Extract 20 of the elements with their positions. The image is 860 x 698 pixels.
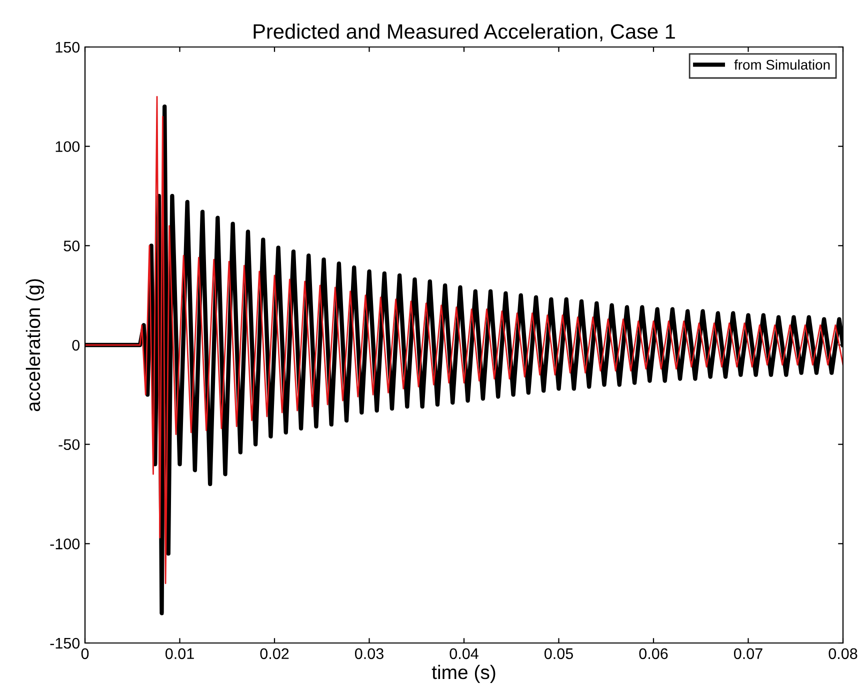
x-tick-label: 0.04 — [450, 648, 478, 660]
x-tick-label: 0.07 — [734, 648, 762, 660]
chart-title: Predicted and Measured Acceleration, Case 1 — [254, 24, 675, 42]
y-tick-label: 0 — [72, 340, 80, 351]
x-tick-label: 0.01 — [165, 648, 194, 660]
x-axis-title: time (s) — [432, 664, 496, 683]
y-tick-label: -50 — [58, 439, 80, 450]
x-tick-label: 0.06 — [639, 648, 668, 660]
y-tick-label: -100 — [50, 538, 80, 550]
x-tick-label: 0.02 — [260, 648, 289, 660]
y-tick-label: 50 — [64, 240, 80, 252]
x-tick-label: 0.08 — [828, 648, 858, 660]
y-tick-label: -150 — [50, 638, 80, 649]
y-axis-title: acceleration (g) — [26, 279, 44, 412]
x-tick-label: 0.05 — [544, 648, 573, 660]
y-tick-label: 100 — [56, 141, 80, 152]
legend-label: from Simulation — [734, 60, 830, 70]
y-tick-label: 150 — [56, 42, 80, 53]
x-tick-label: 0.03 — [354, 648, 384, 660]
x-tick-label: 0 — [81, 648, 89, 660]
